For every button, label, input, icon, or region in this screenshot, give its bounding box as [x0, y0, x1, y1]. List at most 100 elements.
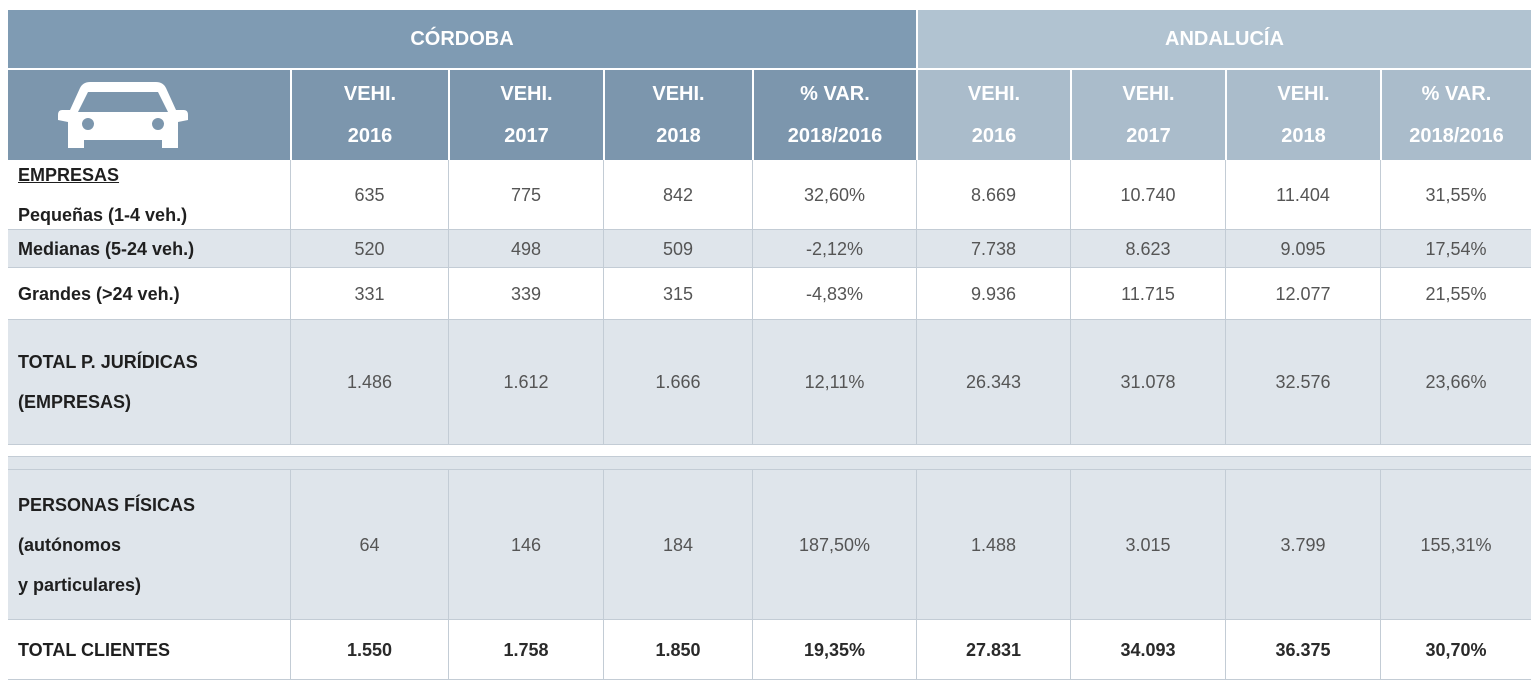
cell-value: 635 [354, 184, 385, 205]
cell-value: 32.576 [1275, 372, 1331, 392]
table-cell: 498 [448, 230, 603, 268]
table-cell: 12.077 [1225, 268, 1380, 320]
cell-value: 12,11% [804, 372, 865, 392]
cell-value: 331 [354, 283, 385, 304]
cell-value: 8.669 [970, 184, 1017, 205]
column-header-line: 2018 [1281, 125, 1326, 147]
table-cell: 1.488 [916, 470, 1070, 620]
table-cell: 32.576 [1225, 320, 1380, 445]
column-header-line: 2016 [971, 125, 1017, 147]
cell-value: 155,31% [1420, 534, 1492, 555]
table-cell: 31.078 [1070, 320, 1225, 445]
cell-value: 187,50% [798, 534, 871, 555]
cell-value: 509 [662, 238, 694, 259]
column-header-line: VEHI. [967, 83, 1021, 105]
cell-value: 11.715 [1121, 283, 1175, 304]
column-header-line: VEHI. [1277, 83, 1330, 105]
table-cell: 187,50% [752, 470, 916, 620]
row-label: TOTAL CLIENTES [8, 620, 290, 680]
table-cell: 31,55% [1380, 160, 1531, 230]
table-cell: 34.093 [1070, 620, 1225, 680]
table-cell: 19,35% [752, 620, 916, 680]
table-cell: 32,60% [752, 160, 916, 230]
cell-value: 32,60% [803, 184, 866, 205]
spacer-row [8, 457, 1531, 470]
table-cell: 1.758 [448, 620, 603, 680]
cell-value: 775 [510, 184, 542, 205]
row-label: EMPRESAS Pequeñas (1-4 veh.) [8, 160, 290, 230]
cell-value: 9.936 [970, 283, 1017, 304]
row-label-line: PERSONAS FÍSICAS [18, 494, 196, 515]
cell-value: 10.740 [1120, 184, 1176, 205]
table-cell: 30,70% [1380, 620, 1531, 680]
row-label: Medianas (5-24 veh.) [8, 230, 290, 268]
row-label-line: (autónomos [18, 534, 121, 555]
table-cell: 8.669 [916, 160, 1070, 230]
table-cell: 1.486 [290, 320, 448, 445]
group-header: ANDALUCÍA [918, 10, 1531, 68]
cell-value: 498 [510, 238, 542, 259]
table-cell: 315 [603, 268, 752, 320]
column-header-line: 2018/2016 [787, 125, 883, 147]
column-header: VEHI. 2016 [916, 70, 1070, 160]
table-cell: 11.404 [1225, 160, 1380, 230]
spacer-row [8, 445, 1531, 457]
table-cell: 1.612 [448, 320, 603, 445]
column-header-line: VEHI. [652, 83, 705, 105]
cell-value: -2,12% [805, 238, 864, 259]
column-header-line: VEHI. [343, 83, 397, 105]
column-header: VEHI. 2017 [448, 70, 603, 160]
table-cell: 21,55% [1380, 268, 1531, 320]
table-cell: 331 [290, 268, 448, 320]
table-cell: 775 [448, 160, 603, 230]
row-label-line: TOTAL CLIENTES [18, 639, 171, 660]
cell-value: 8.623 [1125, 238, 1171, 259]
group-title: CÓRDOBA [410, 28, 514, 50]
row-label-line: Pequeñas (1-4 veh.) [18, 204, 188, 225]
cell-value: 520 [354, 238, 385, 259]
cell-value: 3.799 [1280, 534, 1326, 555]
table-cell: 1.550 [290, 620, 448, 680]
table-cell: -4,83% [752, 268, 916, 320]
cell-value: 31.078 [1120, 372, 1176, 392]
table-cell: 36.375 [1225, 620, 1380, 680]
table-cell: 64 [290, 470, 448, 620]
cell-value: 21,55% [1425, 283, 1487, 304]
group-header: CÓRDOBA [8, 10, 916, 68]
row-label-line: Grandes (>24 veh.) [18, 283, 180, 304]
header-icon-cell [8, 70, 290, 160]
cell-value: 9.095 [1280, 238, 1326, 259]
row-label-line: TOTAL P. JURÍDICAS [18, 352, 198, 372]
table-cell: 9.936 [916, 268, 1070, 320]
table-cell: 146 [448, 470, 603, 620]
cell-value: 1.666 [655, 372, 701, 392]
table-cell: 27.831 [916, 620, 1070, 680]
column-header-line: % VAR. [800, 83, 870, 105]
column-header-line: % VAR. [1421, 83, 1492, 105]
table-cell: 520 [290, 230, 448, 268]
cell-value: 12.077 [1275, 283, 1331, 304]
cell-value: -4,83% [805, 283, 864, 304]
table-cell: 7.738 [916, 230, 1070, 268]
column-header-line: 2018/2016 [1409, 125, 1504, 147]
cell-value: 27.831 [965, 639, 1022, 660]
table-cell: -2,12% [752, 230, 916, 268]
column-header: VEHI. 2017 [1070, 70, 1225, 160]
table-cell: 1.850 [603, 620, 752, 680]
table-cell: 1.666 [603, 320, 752, 445]
row-label: TOTAL P. JURÍDICAS (EMPRESAS) [8, 320, 290, 445]
column-header-line: 2017 [504, 125, 549, 147]
cell-value: 146 [510, 534, 542, 555]
table-cell: 12,11% [752, 320, 916, 445]
cell-value: 17,54% [1425, 238, 1487, 259]
cell-value: 1.486 [346, 372, 393, 392]
group-title: ANDALUCÍA [1165, 28, 1284, 50]
cell-value: 1.612 [503, 372, 549, 392]
column-header-line: VEHI. [500, 83, 553, 105]
cell-value: 36.375 [1275, 639, 1331, 660]
page: {"header": {"groups": ["CÓRDOBA", "ANDAL… [8, 10, 1531, 680]
cell-value: 19,35% [803, 639, 866, 660]
column-header: VEHI. 2018 [1225, 70, 1380, 160]
cell-value: 184 [662, 534, 694, 555]
column-header: % VAR. 2018/2016 [1380, 70, 1531, 160]
